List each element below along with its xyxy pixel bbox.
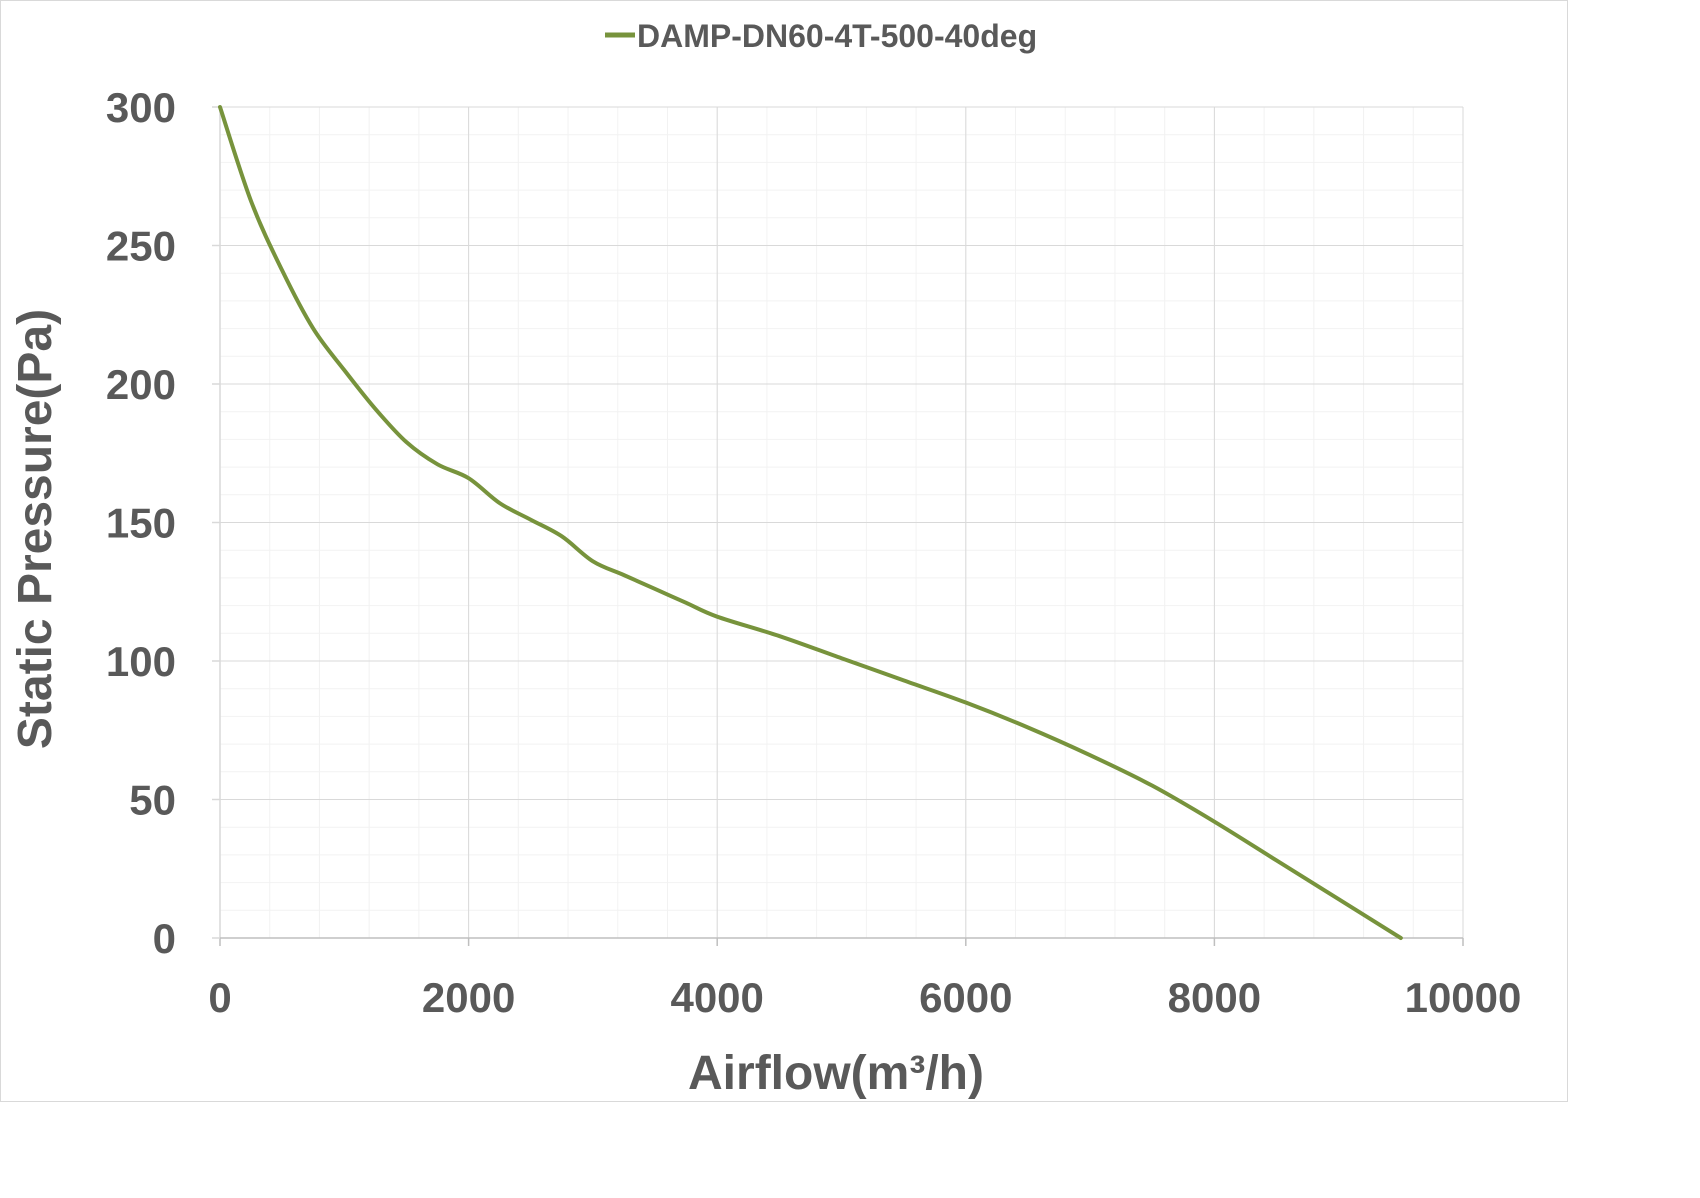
axes bbox=[212, 106, 1464, 946]
x-tick-label: 4000 bbox=[670, 974, 763, 1021]
y-tick-label: 300 bbox=[106, 84, 176, 131]
x-tick-label: 6000 bbox=[919, 974, 1012, 1021]
y-tick-label: 0 bbox=[153, 915, 176, 962]
x-axis-title: Airflow(m³/h) bbox=[688, 1047, 984, 1100]
y-tick-label: 100 bbox=[106, 638, 176, 685]
legend: DAMP-DN60-4T-500-40deg bbox=[605, 18, 1037, 54]
x-tick-label: 0 bbox=[208, 974, 231, 1021]
x-tick-labels: 0 2000 4000 6000 8000 10000 bbox=[208, 974, 1521, 1021]
x-tick-label: 10000 bbox=[1405, 974, 1522, 1021]
y-axis-title: Static Pressure(Pa) bbox=[9, 309, 62, 749]
y-tick-label: 200 bbox=[106, 361, 176, 408]
major-grid bbox=[219, 106, 1464, 939]
y-tick-label: 50 bbox=[129, 777, 176, 824]
chart-container: 0 50 100 150 200 250 300 0 2000 4000 6000 8000 1000… bbox=[0, 0, 1568, 1102]
y-tick-label: 250 bbox=[106, 223, 176, 270]
static-pressure-chart: 0 50 100 150 200 250 300 0 2000 4000 6000 8000 1000… bbox=[9, 18, 1521, 1100]
x-tick-label: 2000 bbox=[422, 974, 515, 1021]
y-tick-label: 150 bbox=[106, 500, 176, 547]
y-tick-labels: 0 50 100 150 200 250 300 bbox=[106, 84, 176, 962]
series-lines bbox=[218, 105, 1403, 940]
legend-label: DAMP-DN60-4T-500-40deg bbox=[637, 18, 1037, 54]
series-line bbox=[218, 105, 1403, 940]
x-tick-label: 8000 bbox=[1168, 974, 1261, 1021]
